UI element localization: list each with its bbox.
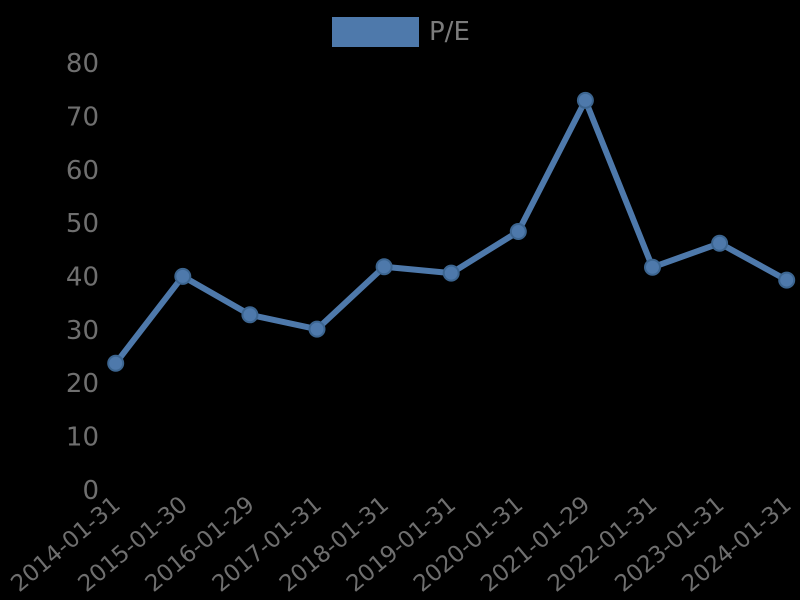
pe-series-line <box>112 97 790 367</box>
data-point-marker[interactable] <box>107 354 125 372</box>
data-point-marker[interactable] <box>442 264 460 282</box>
legend-swatch-icon <box>332 17 419 47</box>
data-point-marker[interactable] <box>308 320 326 338</box>
series-layer <box>107 91 796 372</box>
x-axis-labels: 2014-01-312015-01-302016-01-292017-01-31… <box>6 492 796 598</box>
data-point-marker[interactable] <box>509 223 527 241</box>
legend-label: P/E <box>429 17 470 47</box>
data-point-marker[interactable] <box>778 271 796 289</box>
y-axis-tick-label: 40 <box>66 262 99 292</box>
data-point-marker[interactable] <box>576 91 594 109</box>
y-axis-tick-label: 20 <box>66 369 99 399</box>
y-axis-tick-label: 10 <box>66 422 99 452</box>
y-axis-tick-label: 60 <box>66 156 99 186</box>
data-point-marker[interactable] <box>644 258 661 276</box>
y-axis-tick-label: 0 <box>82 476 99 506</box>
y-axis-tick-label: 80 <box>66 49 99 79</box>
data-point-marker[interactable] <box>241 306 259 324</box>
legend[interactable]: P/E <box>332 17 470 47</box>
data-point-marker[interactable] <box>711 234 729 252</box>
y-axis-tick-label: 30 <box>66 316 99 346</box>
y-axis-tick-label: 50 <box>66 209 99 239</box>
data-point-marker[interactable] <box>174 267 192 285</box>
y-axis-tick-label: 70 <box>66 102 99 132</box>
data-point-marker[interactable] <box>375 258 393 276</box>
y-axis-labels: 0 10 20 30 40 50 60 70 80 <box>66 49 99 506</box>
